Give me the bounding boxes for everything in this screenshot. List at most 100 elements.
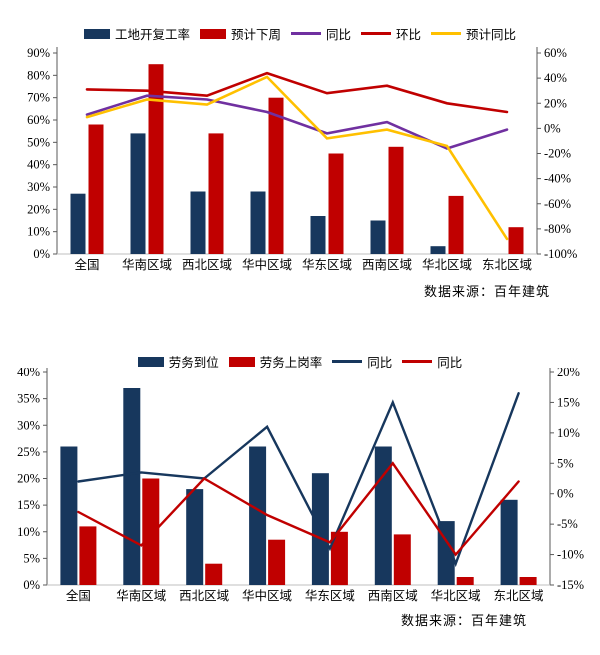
category-label: 西南区域 [368, 588, 418, 603]
left-axis-tick-label: 35% [17, 392, 40, 406]
legend-item: 环比 [361, 24, 421, 43]
legend-label: 劳务上岗率 [259, 356, 323, 370]
bar [205, 563, 223, 585]
right-axis-tick-label: -100% [544, 247, 577, 261]
bottom-chart-plot: 0% 5% 10% 15% 20% 25% 30% 35% 40% -15% -10% -5% 0% 5%… [17, 368, 584, 603]
left-axis-tick-label: 40% [27, 158, 50, 172]
legend-item: 工地开复工率 [83, 24, 190, 43]
line [85, 71, 509, 114]
right-axis-tick-label: -80% [544, 222, 571, 236]
right-axis-tick-label: 20% [544, 96, 567, 110]
bar [249, 446, 267, 585]
legend-bar-swatch [137, 356, 164, 367]
right-axis-tick-label: -20% [544, 147, 571, 161]
right-axis-tick-label: 60% [544, 46, 567, 60]
category-label: 华中区域 [242, 588, 292, 603]
bar [208, 133, 224, 254]
legend-item: 劳务上岗率 [228, 352, 323, 371]
bar [190, 191, 206, 254]
bar [79, 526, 97, 585]
bar [130, 133, 146, 254]
right-axis-tick-label: 5% [557, 456, 574, 470]
bar [437, 521, 455, 585]
legend-item: 预计同比 [431, 24, 516, 43]
bar [186, 489, 204, 585]
left-axis-tick-label: 70% [27, 91, 50, 105]
category-label: 西南区域 [362, 257, 412, 272]
bar [142, 478, 160, 585]
legend-bar-swatch [199, 28, 226, 39]
bar [370, 220, 386, 254]
left-axis-tick-label: 20% [17, 472, 40, 486]
right-axis-tick-label: 10% [557, 426, 580, 440]
legend-item: 同比 [290, 24, 351, 43]
category-label: 东北区域 [482, 258, 532, 272]
legend-line-swatch [431, 32, 462, 35]
right-axis-tick-label: 40% [544, 71, 567, 85]
category-label: 华南区域 [122, 257, 172, 272]
bar [393, 534, 411, 585]
legend-line-swatch [332, 360, 363, 363]
bar [310, 216, 326, 254]
category-label: 东北区域 [494, 589, 544, 603]
legend-label: 同比 [437, 356, 463, 370]
bar [88, 124, 104, 254]
legend-bar-swatch [228, 356, 255, 367]
axes: 0% 10% 20% 30% 40% 50% 60% 70% 80% 90% -100% -80% -6… [27, 46, 577, 261]
bar [330, 531, 348, 586]
legend-item: 劳务到位 [137, 352, 219, 371]
left-axis-tick-label: 0% [33, 247, 50, 261]
top-chart-source: 数据来源：百年建筑 [423, 284, 550, 299]
category-label: 西北区域 [182, 258, 232, 272]
bar [148, 64, 164, 254]
legend-label: 劳务到位 [168, 356, 219, 370]
bottom-chart-legend: 劳务到位 劳务上岗率 同比 同比 [0, 352, 600, 371]
category-label: 华中区域 [242, 257, 292, 272]
bar [328, 153, 344, 254]
category-label: 全国 [74, 257, 99, 272]
category-label: 华北区域 [422, 257, 472, 272]
bar [268, 539, 286, 585]
bar [500, 499, 518, 585]
bottom-chart: 劳务到位 劳务上岗率 同比 同比 0% 5% 10% 15% 20% 25% 30% 35% 40% -… [0, 338, 600, 638]
line [85, 75, 509, 241]
left-axis-tick-label: 60% [27, 113, 50, 127]
right-axis-tick-label: -15% [557, 578, 584, 592]
top-chart: 工地开复工率 预计下周 同比 环比 预计同比 0% 10% 20% 30% 40% 50% 60% 7… [0, 0, 600, 312]
bar [123, 388, 141, 585]
category-label: 西北区域 [179, 589, 229, 603]
line-series [77, 392, 520, 568]
right-axis-tick-label: -40% [544, 172, 571, 186]
left-axis-tick-label: 30% [27, 180, 50, 194]
left-axis-tick-label: 10% [27, 225, 50, 239]
right-axis-tick-label: 0% [544, 121, 561, 135]
left-axis-tick-label: 15% [17, 498, 40, 512]
line [77, 461, 520, 557]
right-axis-tick-label: 20% [557, 368, 580, 379]
right-axis-tick-label: -10% [557, 548, 584, 562]
right-axis-tick-label: -60% [544, 197, 571, 211]
left-axis-tick-label: 80% [27, 68, 50, 82]
x-axis-labels: 全国 华南区域 西北区域 华中区域 华东区域 西南区域 华北区域 东北区域 [74, 257, 532, 272]
top-chart-plot: 0% 10% 20% 30% 40% 50% 60% 70% 80% 90% -100% -80% -6… [27, 46, 577, 272]
left-axis-tick-label: 10% [17, 525, 40, 539]
category-label: 华东区域 [302, 257, 352, 272]
left-axis-tick-label: 5% [23, 551, 40, 565]
legend-item: 预计下周 [199, 24, 281, 43]
axes: 0% 5% 10% 15% 20% 25% 30% 35% 40% -15% -10% -5% 0% 5%… [17, 368, 584, 592]
legend-line-swatch [290, 32, 321, 35]
legend-item: 同比 [402, 352, 462, 371]
right-axis-tick-label: 15% [557, 395, 580, 409]
legend-line-swatch [361, 32, 391, 35]
legend-line-swatch [402, 360, 433, 363]
bar [388, 146, 404, 254]
bar [519, 577, 537, 585]
category-label: 华南区域 [116, 588, 166, 603]
line-series [85, 71, 509, 241]
category-label: 华东区域 [305, 588, 355, 603]
bar-series [70, 64, 524, 254]
line [77, 392, 520, 568]
top-chart-legend: 工地开复工率 预计下周 同比 环比 预计同比 [0, 24, 600, 43]
bar [70, 193, 86, 254]
